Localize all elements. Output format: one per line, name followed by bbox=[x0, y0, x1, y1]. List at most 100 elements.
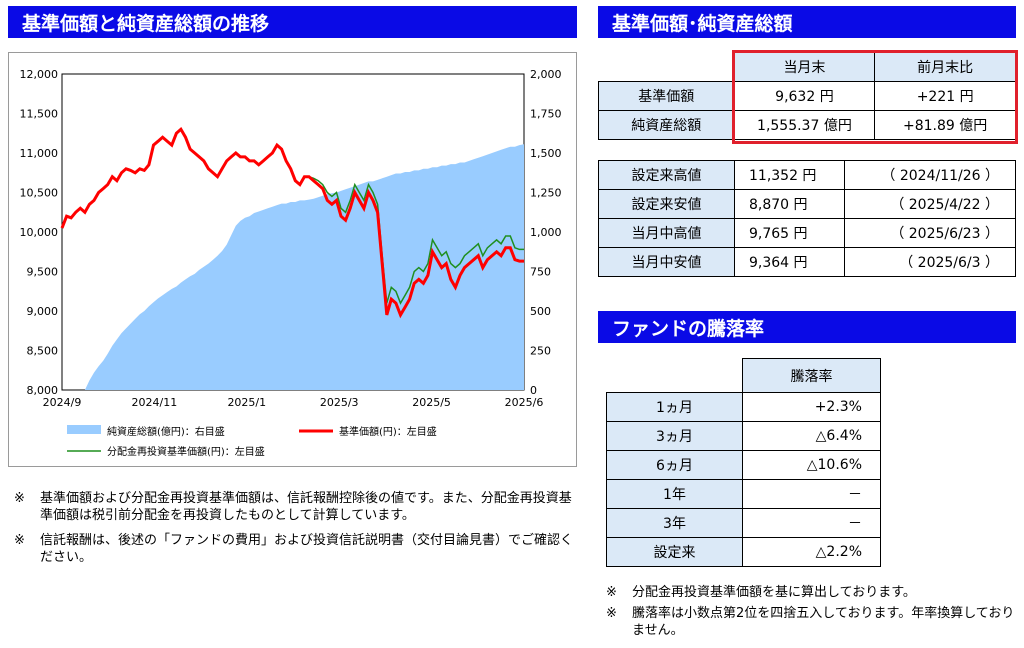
perf-row-value: － bbox=[742, 508, 881, 538]
nav-section-title: 基準価額･純資産総額 bbox=[598, 6, 1016, 38]
table-row: 当月中高値 9,765 円 （ 2025/6/23 ） bbox=[598, 218, 1016, 248]
perf-row-label: 1ヵ月 bbox=[606, 392, 743, 422]
tick-layer: 12,000 11,500 11,000 10,500 10,000 9,500 9,000… bbox=[20, 68, 562, 409]
perf-table-corner bbox=[607, 359, 743, 393]
note-mark: ※ bbox=[606, 585, 617, 600]
y-left-tick-label: 11,000 bbox=[20, 147, 59, 160]
series-area-net-assets bbox=[62, 144, 524, 390]
stat-value: 9,765 円 bbox=[734, 218, 845, 248]
perf-row-value: △10.6% bbox=[742, 450, 881, 480]
stat-date: （ 2025/6/23 ） bbox=[844, 218, 1016, 248]
note-mark: ※ bbox=[14, 533, 25, 548]
x-tick-label: 2024/9 bbox=[43, 396, 82, 409]
y-right-tick-label: 2,000 bbox=[530, 68, 562, 81]
nav-history-chart: 12,000 11,500 11,000 10,500 10,000 9,500 9,000… bbox=[8, 52, 577, 467]
nav-row-value: 9,632 円 bbox=[733, 81, 876, 111]
nav-row-change: +81.89 億円 bbox=[874, 110, 1016, 140]
y-left-tick-label: 11,500 bbox=[20, 108, 59, 121]
nav-col-change: 前月末比 bbox=[874, 52, 1016, 82]
perf-section-title: ファンドの騰落率 bbox=[598, 311, 1016, 343]
table-row: 3年 － bbox=[606, 508, 881, 538]
x-tick-label: 2025/3 bbox=[320, 396, 359, 409]
perf-col-header: 騰落率 bbox=[742, 358, 881, 393]
y-right-tick-label: 0 bbox=[530, 384, 537, 397]
nav-table: 当月末 前月末比 基準価額 9,632 円 +221 円 純資産総額 1,555… bbox=[598, 52, 1016, 140]
y-right-tick-label: 1,500 bbox=[530, 147, 562, 160]
line-layer bbox=[60, 126, 524, 319]
stat-value: 11,352 円 bbox=[734, 160, 845, 190]
table-row: 1ヵ月 +2.3% bbox=[606, 392, 881, 422]
stat-date: （ 2024/11/26 ） bbox=[844, 160, 1016, 190]
legend-swatch bbox=[67, 425, 101, 434]
note-right-2: ※ 騰落率は小数点第2位を四捨五入しております。年率換算しておりません。 bbox=[606, 605, 1018, 641]
y-left-tick-label: 9,500 bbox=[27, 266, 59, 279]
y-right-tick-label: 1,000 bbox=[530, 226, 562, 239]
chart-legend: 純資産総額(億円)：右目盛 基準価額(円)：左目盛分配金再投資基準価額(円)：左目… bbox=[67, 425, 437, 458]
perf-row-label: 3ヵ月 bbox=[606, 421, 743, 451]
perf-row-value: △6.4% bbox=[742, 421, 881, 451]
perf-row-label: 6ヵ月 bbox=[606, 450, 743, 480]
perf-row-label: 3年 bbox=[606, 508, 743, 538]
nav-col-current: 当月末 bbox=[733, 52, 876, 82]
table-row: 6ヵ月 △10.6% bbox=[606, 450, 881, 480]
table-row: 純資産総額 1,555.37 億円 +81.89 億円 bbox=[598, 110, 1016, 140]
stats-table: 設定来高値 11,352 円 （ 2024/11/26 ） 設定来安値 8,87… bbox=[598, 160, 1016, 277]
highlight-box bbox=[732, 50, 1018, 144]
note-left-2: ※ 信託報酬は、後述の「ファンドの費用」および投資信託説明書（交付目論見書）でご… bbox=[14, 532, 579, 568]
x-tick-label: 2024/11 bbox=[132, 396, 178, 409]
perf-row-value: +2.3% bbox=[742, 392, 881, 422]
legend-label: 純資産総額(億円)：右目盛 bbox=[107, 425, 225, 438]
chart-canvas: 12,000 11,500 11,000 10,500 10,000 9,500 9,000… bbox=[20, 68, 562, 458]
table-row: 設定来 △2.2% bbox=[606, 537, 881, 567]
perf-row-value: － bbox=[742, 479, 881, 509]
nav-row-label: 純資産総額 bbox=[598, 110, 735, 140]
table-row: 設定来高値 11,352 円 （ 2024/11/26 ） bbox=[598, 160, 1016, 190]
perf-table: 騰落率 1ヵ月 +2.3% 3ヵ月 △6.4% 6ヵ月 △10.6% 1年 － … bbox=[606, 358, 881, 567]
y-left-tick-label: 8,500 bbox=[27, 345, 59, 358]
y-left-tick-label: 9,000 bbox=[27, 305, 59, 318]
stat-value: 9,364 円 bbox=[734, 247, 845, 277]
y-right-tick-label: 500 bbox=[530, 305, 551, 318]
note-mark: ※ bbox=[14, 491, 25, 506]
note-text: 信託報酬は、後述の「ファンドの費用」および投資信託説明書（交付目論見書）でご確認… bbox=[40, 533, 574, 565]
table-row: 3ヵ月 △6.4% bbox=[606, 421, 881, 451]
stat-label: 設定来高値 bbox=[598, 160, 735, 190]
y-right-tick-label: 1,250 bbox=[530, 187, 562, 200]
chart-section-title: 基準価額と純資産総額の推移 bbox=[8, 6, 577, 38]
note-text: 基準価額および分配金再投資基準価額は、信託報酬控除後の値です。また、分配金再投資… bbox=[40, 491, 572, 523]
y-left-tick-label: 10,000 bbox=[20, 226, 59, 239]
perf-row-label: 1年 bbox=[606, 479, 743, 509]
series-line-nav bbox=[60, 126, 524, 319]
area-layer bbox=[62, 144, 524, 390]
note-left-1: ※ 基準価額および分配金再投資基準価額は、信託報酬控除後の値です。また、分配金再… bbox=[14, 490, 579, 526]
note-text: 分配金再投資基準価額を基に算出しております。 bbox=[632, 585, 916, 600]
y-left-tick-label: 8,000 bbox=[27, 384, 59, 397]
perf-row-value: △2.2% bbox=[742, 537, 881, 567]
note-text: 騰落率は小数点第2位を四捨五入しております。年率換算しておりません。 bbox=[632, 606, 1015, 638]
nav-row-label: 基準価額 bbox=[598, 81, 735, 111]
legend-label: 基準価額(円)：左目盛 bbox=[339, 425, 437, 438]
stat-value: 8,870 円 bbox=[734, 189, 845, 219]
y-left-tick-label: 12,000 bbox=[20, 68, 59, 81]
y-left-tick-label: 10,500 bbox=[20, 187, 59, 200]
stat-label: 当月中高値 bbox=[598, 218, 735, 248]
note-mark: ※ bbox=[606, 606, 617, 621]
nav-row-change: +221 円 bbox=[874, 81, 1016, 111]
stat-date: （ 2025/4/22 ） bbox=[844, 189, 1016, 219]
stat-label: 設定来安値 bbox=[598, 189, 735, 219]
note-right-1: ※ 分配金再投資基準価額を基に算出しております。 bbox=[606, 584, 1018, 602]
nav-table-corner bbox=[599, 53, 735, 82]
legend-label: 分配金再投資基準価額(円)：左目盛 bbox=[107, 445, 265, 458]
y-right-tick-label: 750 bbox=[530, 266, 551, 279]
y-right-tick-label: 1,750 bbox=[530, 108, 562, 121]
stat-label: 当月中安値 bbox=[598, 247, 735, 277]
table-row: 当月中安値 9,364 円 （ 2025/6/3 ） bbox=[598, 247, 1016, 277]
table-row: 1年 － bbox=[606, 479, 881, 509]
x-tick-label: 2025/5 bbox=[412, 396, 451, 409]
stat-date: （ 2025/6/3 ） bbox=[844, 247, 1016, 277]
perf-row-label: 設定来 bbox=[606, 537, 743, 567]
table-row: 設定来安値 8,870 円 （ 2025/4/22 ） bbox=[598, 189, 1016, 219]
y-right-tick-label: 250 bbox=[530, 345, 551, 358]
nav-row-value: 1,555.37 億円 bbox=[733, 110, 876, 140]
x-tick-label: 2025/6 bbox=[505, 396, 544, 409]
